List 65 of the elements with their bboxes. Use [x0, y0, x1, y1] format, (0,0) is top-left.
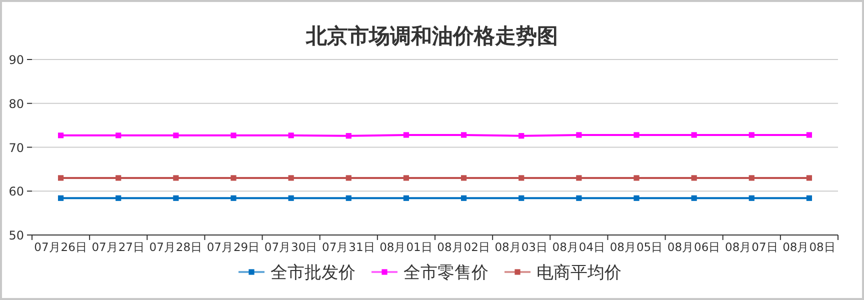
point [806, 175, 812, 181]
x-tick-label: 07月26日 [34, 240, 88, 254]
point [691, 175, 697, 181]
point [576, 175, 582, 181]
point [518, 195, 524, 201]
x-tick-label: 08月07日 [725, 240, 778, 254]
point [691, 132, 697, 138]
point [518, 133, 524, 139]
x-tick-label: 08月04日 [552, 240, 606, 254]
point [748, 195, 754, 201]
point [288, 132, 294, 138]
point [116, 132, 122, 138]
point [460, 175, 467, 181]
x-tick-label: 07月28日 [149, 240, 203, 254]
y-tick-label: 50 [8, 228, 24, 242]
y-tick-label: 60 [8, 184, 24, 199]
y-tick-label: 70 [8, 140, 24, 155]
point [403, 195, 410, 201]
legend-label: 电商平均价 [536, 263, 622, 283]
legend-label: 全市零售价 [404, 263, 488, 283]
x-tick-label: 07月30日 [264, 240, 318, 254]
point [173, 195, 179, 201]
x-tick-label: 07月29日 [206, 240, 260, 254]
x-tick-label: 08月01日 [380, 240, 433, 254]
point [576, 132, 582, 138]
point [518, 175, 524, 181]
point [634, 195, 640, 201]
point [460, 195, 467, 201]
chart-title: 北京市场调和油价格走势图 [305, 24, 558, 48]
point [58, 195, 64, 201]
point [576, 195, 582, 201]
point [58, 132, 64, 138]
x-tick-label: 08月03日 [494, 240, 548, 254]
point [806, 132, 812, 138]
point [403, 132, 410, 138]
point [691, 195, 697, 201]
point [403, 175, 410, 181]
point [230, 175, 236, 181]
point [346, 133, 352, 139]
point [58, 175, 64, 181]
x-tick-label: 08月08日 [782, 240, 836, 254]
y-tick-label: 90 [8, 53, 24, 67]
point [288, 175, 294, 181]
point [634, 132, 640, 138]
point [748, 132, 754, 138]
point [346, 195, 352, 201]
x-tick-label: 08月02日 [437, 240, 490, 254]
point [748, 175, 754, 181]
x-tick-label: 07月27日 [92, 240, 145, 254]
point [173, 175, 179, 181]
x-tick-label: 08月05日 [610, 240, 664, 254]
point [230, 195, 236, 201]
point [288, 195, 294, 201]
point [634, 175, 640, 181]
x-tick-label: 08月06日 [667, 240, 721, 254]
legend-label: 全市批发价 [270, 263, 356, 283]
y-tick-label: 80 [8, 96, 24, 111]
point [460, 132, 467, 138]
point [116, 195, 122, 201]
point [116, 175, 122, 181]
x-tick-label: 07月31日 [322, 240, 376, 254]
point [230, 132, 236, 138]
point [346, 175, 352, 181]
point [173, 132, 179, 138]
point [806, 195, 812, 201]
